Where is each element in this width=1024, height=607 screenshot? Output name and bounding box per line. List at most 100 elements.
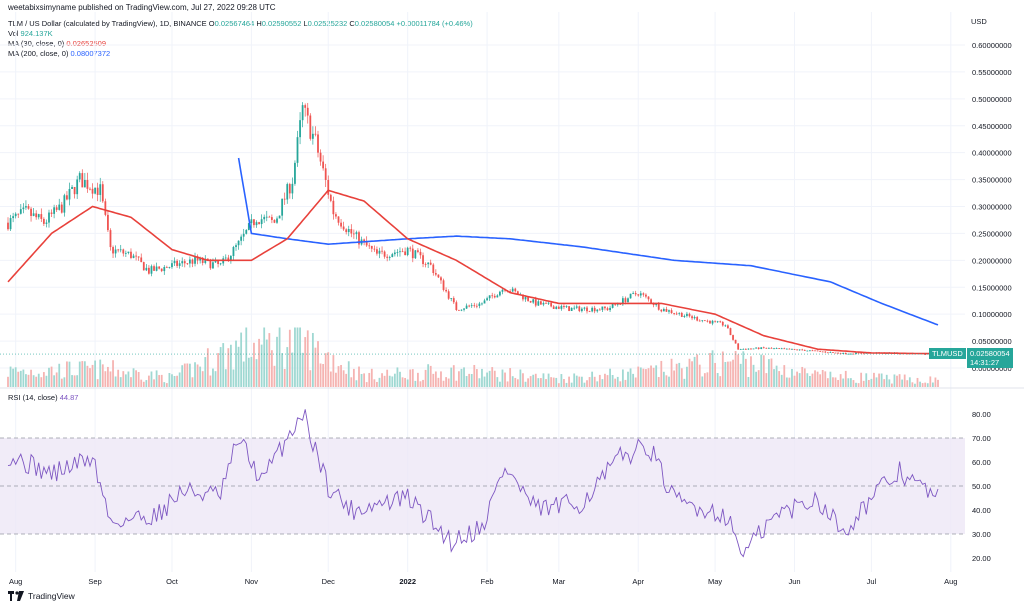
volume-bar <box>655 365 658 387</box>
candle-body <box>258 222 260 225</box>
volume-bar <box>719 376 722 387</box>
open-value: 0.02567464 <box>214 19 255 28</box>
volume-bar <box>440 371 442 387</box>
candle-body <box>632 293 635 294</box>
volume-bar <box>114 376 117 387</box>
high-value: 0.02590552 <box>261 19 302 28</box>
candle-body <box>491 295 494 297</box>
candle-body <box>775 348 778 350</box>
candle-body <box>196 256 199 261</box>
volume-bar <box>81 361 84 387</box>
volume-bar <box>627 371 629 387</box>
volume-bar <box>883 379 886 387</box>
volume-bar <box>865 373 868 387</box>
volume-bar <box>345 373 348 387</box>
volume-bar <box>224 369 227 387</box>
volume-bar <box>903 374 906 387</box>
volume-bar <box>227 348 230 387</box>
volume-bar <box>875 377 878 387</box>
volume-bar <box>908 377 911 387</box>
candle-body <box>99 184 102 195</box>
volume-bar <box>391 376 394 387</box>
candle-body <box>660 309 663 312</box>
rsi-label: RSI (14, close) <box>8 393 58 402</box>
volume-bar <box>693 356 696 387</box>
volume-bar <box>388 375 391 387</box>
candle-body <box>165 267 168 268</box>
volume-bar <box>614 378 617 387</box>
change-value: +0.00011784 (+0.46%) <box>396 19 473 28</box>
volume-bar <box>268 333 271 387</box>
volume-bar <box>662 371 665 387</box>
volume-bar <box>173 375 176 387</box>
volume-bar <box>588 377 591 387</box>
candle-body <box>450 298 453 299</box>
volume-bar <box>409 369 412 387</box>
candle-body <box>524 296 527 300</box>
volume-bar <box>288 329 291 387</box>
candle-body <box>89 188 91 190</box>
candle-body <box>752 348 755 350</box>
volume-bar <box>76 375 79 387</box>
candle-body <box>642 293 645 295</box>
volume-bar <box>504 372 506 387</box>
candle-body <box>335 214 337 217</box>
volume-bar <box>253 342 255 387</box>
candle-body <box>555 306 558 309</box>
volume-bar <box>140 379 143 387</box>
volume-bar <box>906 380 909 387</box>
candle-body <box>527 296 529 301</box>
volume-bar <box>53 375 56 387</box>
price-tick-label: 0.15000000 <box>972 283 1012 292</box>
volume-bar <box>591 371 594 387</box>
volume-bar <box>78 361 81 387</box>
candle-body <box>35 213 38 218</box>
volume-bar <box>547 373 550 387</box>
candle-body <box>757 347 760 350</box>
ma200-row: MA (200, close, 0) 0.08007372 <box>8 49 110 58</box>
volume-bar <box>424 369 427 387</box>
candle-body <box>217 260 219 265</box>
volume-bar <box>570 382 573 387</box>
candle-body <box>819 350 822 352</box>
candle-body <box>237 240 240 246</box>
candle-body <box>168 267 171 268</box>
high-label: H <box>256 19 262 28</box>
candle-body <box>276 218 278 223</box>
candle-body <box>829 352 832 353</box>
volume-bar <box>629 368 632 387</box>
volume-bar <box>624 379 627 387</box>
candle-body <box>742 348 745 350</box>
volume-bar <box>214 371 217 387</box>
volume-bar <box>201 371 204 387</box>
volume-bar <box>931 382 934 387</box>
candle-body <box>25 206 27 208</box>
candle-body <box>122 249 125 254</box>
volume-bar <box>204 357 207 387</box>
price-tick-label: 0.00000000 <box>972 364 1012 373</box>
time-tick-label: Dec <box>322 577 336 586</box>
candle-body <box>703 320 706 322</box>
candle-body <box>686 313 688 316</box>
candle-body <box>417 250 419 252</box>
volume-bar <box>847 378 850 387</box>
volume-bar <box>481 368 483 387</box>
volume-bar <box>675 363 678 387</box>
time-tick-label: 2022 <box>399 577 416 586</box>
candle-body <box>773 348 775 350</box>
candle-body <box>691 316 693 319</box>
volume-bar <box>324 353 327 387</box>
volume-bar <box>414 380 417 387</box>
candle-body <box>619 304 622 305</box>
candle-body <box>60 204 63 213</box>
candle-body <box>539 301 542 305</box>
volume-bar <box>86 365 89 387</box>
candle-body <box>545 302 547 304</box>
candle-body <box>711 320 714 324</box>
candle-body <box>309 115 312 139</box>
candle-body <box>783 348 786 350</box>
time-tick-label: Jul <box>867 577 877 586</box>
symbol-ohlc-row: TLM / US Dollar (calculated by TradingVi… <box>8 19 473 28</box>
volume-bar <box>691 361 693 387</box>
